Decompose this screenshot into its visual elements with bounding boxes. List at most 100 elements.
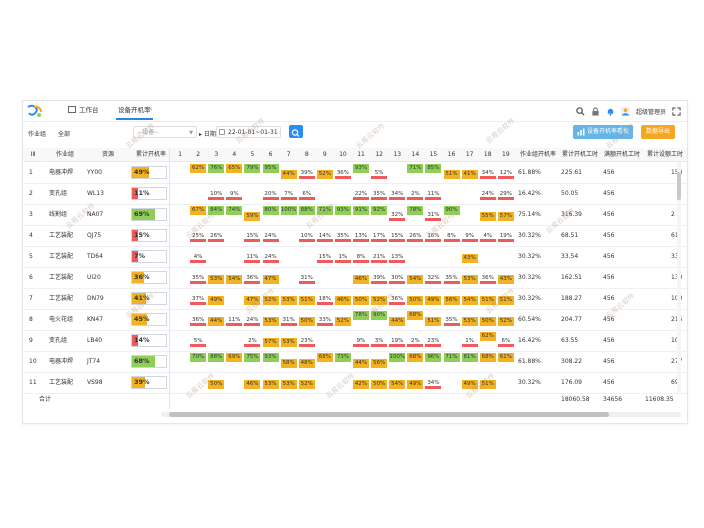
row-index: 10 bbox=[29, 358, 37, 365]
day-rate-cell: 8% bbox=[353, 254, 370, 263]
col-header-day[interactable]: 5 bbox=[243, 148, 262, 162]
day-rate-cell: 31% bbox=[280, 317, 297, 326]
day-rate-cell: 11% bbox=[226, 317, 243, 326]
vertical-scroll-thumb[interactable] bbox=[677, 172, 681, 200]
col-header-day[interactable]: 6 bbox=[261, 148, 280, 162]
day-rate-cell: 32% bbox=[389, 212, 406, 221]
day-rate-cell: 34% bbox=[479, 170, 496, 179]
day-rate-cell: 9% bbox=[461, 233, 478, 242]
day-rate-cell: 29% bbox=[497, 191, 514, 200]
day-rate-cell: 20% bbox=[262, 191, 279, 200]
search-icon[interactable] bbox=[576, 106, 585, 116]
row-group: 工艺装配 bbox=[49, 379, 74, 386]
col-header-day[interactable]: 8 bbox=[297, 148, 316, 162]
col-header-device[interactable]: 资源 bbox=[87, 148, 129, 162]
lock-icon[interactable] bbox=[591, 106, 600, 116]
col-header-day[interactable]: 3 bbox=[207, 148, 226, 162]
tab-workbench[interactable]: 工作台 bbox=[68, 106, 99, 115]
col-header-day[interactable]: 19 bbox=[496, 148, 515, 162]
tab-close-icon[interactable]: × bbox=[148, 106, 154, 113]
day-rate-cell: 19% bbox=[389, 338, 406, 347]
col-header-cum-ot[interactable]: 累计设额工时 bbox=[643, 148, 687, 162]
table-row: 1 电器冲焊 YY00 49% 62% 76% 65% 79% 95% 44% 39% 52% 36% 9… bbox=[23, 162, 687, 183]
col-header-group-rate[interactable]: 作业组开机率 bbox=[516, 148, 560, 162]
col-header-day[interactable]: 15 bbox=[424, 148, 443, 162]
day-rate-cell: 51% bbox=[425, 317, 442, 326]
rate-box: 69% bbox=[131, 208, 167, 221]
device-select[interactable]: --设备-- ▼ bbox=[133, 126, 197, 138]
horizontal-scroll-thumb[interactable] bbox=[169, 412, 609, 417]
col-header-day[interactable]: 13 bbox=[388, 148, 407, 162]
col-header-cum-hours[interactable]: 累计开机工时 bbox=[559, 148, 601, 162]
export-button[interactable]: 数据导出 bbox=[641, 125, 676, 139]
day-rate-cell: 85% bbox=[425, 164, 442, 173]
col-header-day[interactable]: 11 bbox=[352, 148, 371, 162]
col-header-day[interactable]: 9 bbox=[315, 148, 334, 162]
rate-box: 49% bbox=[131, 166, 167, 179]
col-header-day[interactable]: 17 bbox=[460, 148, 479, 162]
row-full-hours: 456 bbox=[603, 169, 615, 176]
day-rate-cell: 57% bbox=[497, 212, 514, 221]
rate-fill bbox=[132, 335, 138, 346]
rate-box: 11% bbox=[131, 187, 167, 200]
col-header-day[interactable]: 16 bbox=[442, 148, 461, 162]
day-rate-cell: 67% bbox=[190, 206, 207, 215]
day-rate-cell: 54% bbox=[389, 380, 406, 389]
table-row: 7 工艺装配 DN79 41% 37% 49% 47% 52% 53% 51% 18% 46% 50% 5… bbox=[23, 288, 687, 309]
row-group: 电器冲焊 bbox=[49, 358, 74, 365]
avatar[interactable] bbox=[620, 106, 630, 116]
day-rate-cell: 54% bbox=[461, 296, 478, 305]
col-header-day[interactable]: 4 bbox=[225, 148, 244, 162]
rate-fill bbox=[132, 272, 144, 283]
row-group: 电火花组 bbox=[49, 316, 74, 323]
col-header-full-hours[interactable]: 满额开机工时 bbox=[601, 148, 643, 162]
row-divider bbox=[23, 267, 687, 268]
rate-fill bbox=[132, 377, 145, 388]
col-header-day[interactable]: 2 bbox=[189, 148, 208, 162]
chevron-down-icon: ▼ bbox=[189, 130, 193, 136]
col-header-day[interactable]: 10 bbox=[333, 148, 352, 162]
day-rate-cell: 70% bbox=[190, 353, 207, 362]
col-header-index[interactable]: ⅠⅡ bbox=[25, 148, 41, 162]
day-rate-cell: 44% bbox=[208, 317, 225, 326]
rate-value: 39% bbox=[134, 378, 150, 386]
row-group-rate: 30.32% bbox=[518, 295, 541, 302]
col-header-group[interactable]: 作业组 bbox=[43, 148, 87, 162]
date-range-input[interactable]: 22-01-01~01-31 bbox=[216, 126, 281, 138]
row-group: 工艺装配 bbox=[49, 253, 74, 260]
col-header-day[interactable]: 14 bbox=[406, 148, 425, 162]
search-button[interactable] bbox=[289, 125, 303, 138]
day-rate-cell: 11% bbox=[244, 254, 261, 263]
col-header-day[interactable]: 18 bbox=[478, 148, 497, 162]
bell-icon[interactable] bbox=[606, 107, 615, 116]
day-rate-cell: 9% bbox=[353, 338, 370, 347]
col-header-rate[interactable]: 累计开机率 bbox=[131, 148, 171, 162]
day-rate-cell: 93% bbox=[334, 206, 351, 215]
day-rate-cell: 69% bbox=[226, 353, 243, 362]
vertical-scrollbar[interactable] bbox=[677, 162, 681, 392]
workgroup-select[interactable]: 全部 bbox=[58, 131, 71, 138]
row-full-hours: 456 bbox=[603, 337, 615, 344]
device-rate-board-button[interactable]: 设备开机率看板 bbox=[573, 125, 634, 139]
day-rate-cell: 90% bbox=[371, 311, 388, 320]
row-divider bbox=[23, 330, 687, 331]
fullscreen-icon[interactable] bbox=[672, 106, 681, 116]
user-name[interactable]: 超级管理员 bbox=[635, 108, 666, 116]
day-rate-cell: 50% bbox=[407, 296, 424, 305]
day-rate-cell: 34% bbox=[389, 191, 406, 200]
col-header-day[interactable]: 1 bbox=[171, 148, 190, 162]
row-cum-ot: 69 bbox=[671, 379, 679, 386]
day-rate-cell: 24% bbox=[262, 233, 279, 242]
day-rate-cell: 62% bbox=[190, 164, 207, 173]
row-group-rate: 61.88% bbox=[518, 358, 541, 365]
row-cum-hours: 225.61 bbox=[561, 169, 582, 176]
day-rate-cell: 44% bbox=[280, 170, 297, 179]
col-header-day[interactable]: 7 bbox=[279, 148, 298, 162]
day-rate-cell: 47% bbox=[244, 296, 261, 305]
horizontal-scrollbar[interactable] bbox=[161, 412, 681, 417]
tab-workbench-label: 工作台 bbox=[79, 106, 99, 114]
tab-device-rate[interactable]: 设备开机率 bbox=[116, 106, 152, 120]
day-rate-cell: 100% bbox=[389, 353, 406, 362]
day-rate-cell: 68% bbox=[479, 353, 496, 362]
col-header-day[interactable]: 12 bbox=[370, 148, 389, 162]
